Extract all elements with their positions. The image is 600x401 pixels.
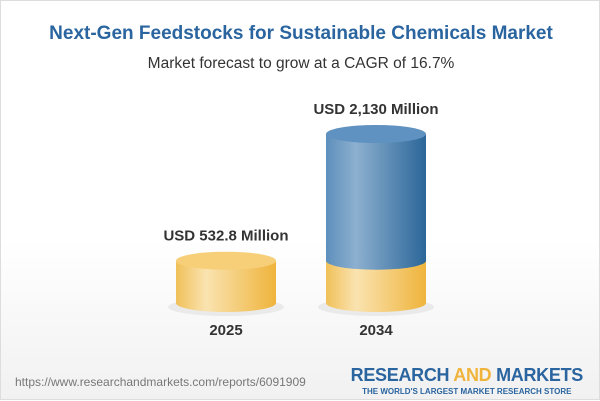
chart-subtitle: Market forecast to grow at a CAGR of 16.… — [147, 55, 455, 72]
data-label-2025: USD 532.8 Million — [163, 228, 288, 245]
category-label-2034: 2034 — [359, 322, 393, 339]
category-label-2025: 2025 — [209, 322, 242, 339]
bar-2034-growth-segment — [326, 134, 426, 270]
bar-top-2025 — [176, 251, 276, 270]
chart-title: Next-Gen Feedstocks for Sustainable Chem… — [49, 23, 553, 44]
data-label-2034: USD 2,130 Million — [313, 101, 438, 118]
bar-2034-base-segment — [326, 260, 426, 312]
source-url[interactable]: https://www.researchandmarkets.com/repor… — [15, 375, 306, 389]
bar-2025 — [176, 260, 276, 312]
bar-top-2034 — [326, 125, 426, 143]
research-and-markets-logo: RESEARCH AND MARKETS THE WORLD'S LARGEST… — [350, 365, 584, 396]
